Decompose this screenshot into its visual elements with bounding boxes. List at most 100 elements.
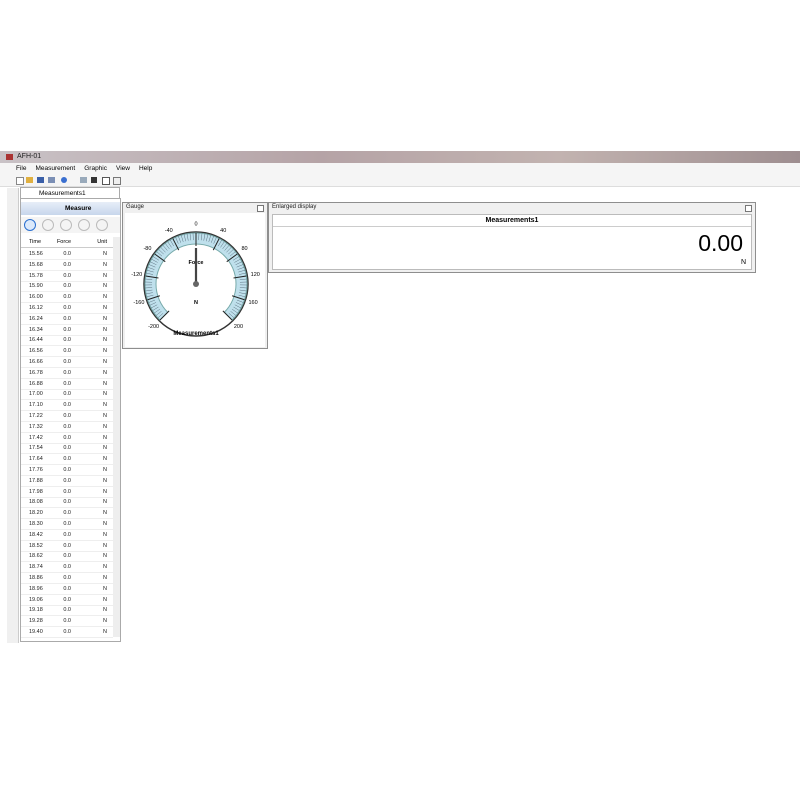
play-button[interactable] (24, 219, 36, 231)
table-row: 17.22 0.0 N (21, 411, 113, 422)
table-row: 19.28 0.0 N (21, 616, 113, 628)
table-cell: 19.06 (29, 596, 43, 603)
reset-button[interactable] (96, 219, 108, 231)
table-cell: 0.0 (63, 380, 71, 387)
menu-item[interactable]: View (116, 165, 130, 172)
window-button[interactable] (257, 205, 264, 212)
gauge-tick-label: 200 (234, 324, 243, 330)
table-cell: 18.96 (29, 585, 43, 592)
minor-tick (151, 258, 158, 263)
table-cell: N (103, 531, 107, 538)
table-cell: N (103, 629, 107, 635)
minor-tick (239, 289, 247, 292)
tab[interactable]: Measurements1 (20, 187, 120, 198)
table-row: 15.68 0.0 N (21, 260, 113, 271)
table-cell: N (103, 272, 107, 279)
table-cell: N (103, 585, 107, 592)
window-title: AFH-01 (17, 153, 42, 160)
table-cell: 16.34 (29, 326, 43, 333)
table-cell: N (103, 337, 107, 344)
minor-tick (146, 272, 154, 275)
minor-tick (224, 245, 230, 251)
table-cell: 18.62 (29, 553, 43, 560)
scrollbar[interactable] (113, 237, 120, 637)
tool-icon[interactable] (102, 177, 110, 185)
table-cell: 0.0 (63, 294, 71, 301)
table-cell: 0.0 (63, 618, 71, 625)
table-cell: 0.0 (63, 402, 71, 409)
tool-icon[interactable] (48, 177, 55, 183)
table-cell: 18.42 (29, 531, 43, 538)
tool-icon[interactable] (16, 177, 24, 185)
table-cell: 0.0 (63, 315, 71, 322)
major-tick (231, 295, 245, 301)
table-row: 16.66 0.0 N (21, 357, 113, 368)
table-row: 19.18 0.0 N (21, 605, 113, 617)
table-cell: N (103, 380, 107, 387)
minor-tick (154, 308, 161, 314)
table-row: 16.00 0.0 N (21, 292, 113, 304)
table-cell: 17.10 (29, 402, 43, 409)
minor-tick (167, 241, 172, 248)
measure-label[interactable]: Measure (65, 205, 92, 212)
enlarged-window: Enlarged display Measurements1 0.00 N (268, 202, 756, 273)
minor-tick (158, 249, 164, 255)
table-cell: 0.0 (63, 272, 71, 279)
minor-tick (160, 247, 166, 253)
tool-icon[interactable] (113, 177, 121, 185)
tool-icon[interactable] (26, 177, 33, 183)
measurement-panel: Measure Time Force Unit 15.56 0.0 N 15.68 0.0 N… (20, 198, 121, 642)
table-cell: N (103, 391, 107, 398)
menu-item[interactable]: Help (138, 165, 153, 172)
table-cell: 16.24 (29, 315, 43, 322)
table-row: 17.76 0.0 N (21, 465, 113, 476)
table-cell: 0.0 (63, 585, 71, 592)
table-row: 18.62 0.0 N (21, 551, 113, 563)
table-cell: 0.0 (63, 510, 71, 517)
minor-tick (203, 233, 206, 241)
major-tick (222, 310, 233, 321)
tool-icon[interactable] (61, 177, 67, 183)
table-cell: N (103, 510, 107, 517)
table-cell: N (103, 359, 107, 365)
menu-item[interactable]: File (16, 165, 27, 172)
table-cell: 0.0 (63, 326, 71, 333)
menu-item[interactable]: Measurement (35, 165, 76, 172)
table-row: 18.08 0.0 N (21, 497, 113, 509)
tool-icon[interactable] (91, 177, 97, 183)
table-row: 18.30 0.0 N (21, 519, 113, 530)
table-cell: 0.0 (63, 423, 71, 430)
major-tick (172, 238, 180, 251)
table-cell: 0.0 (63, 607, 71, 614)
gauge-tick-label: -80 (143, 246, 151, 252)
hold-button[interactable] (78, 219, 90, 231)
table-cell: 0.0 (63, 575, 71, 581)
pause-button[interactable] (42, 219, 54, 231)
table-cell: 15.56 (29, 251, 43, 257)
table-cell: 0.0 (63, 488, 71, 495)
menu-item[interactable]: Graphic (84, 165, 107, 172)
table-cell: N (103, 542, 107, 549)
minor-tick (156, 251, 163, 257)
display-header: Measurements1 (273, 215, 751, 227)
table-cell: 0.0 (63, 413, 71, 419)
tool-icon[interactable] (37, 177, 44, 183)
minor-tick (145, 289, 153, 292)
minor-tick (148, 299, 156, 303)
minor-tick (235, 302, 243, 306)
tool-icon[interactable] (80, 177, 87, 183)
table-cell: 19.40 (29, 629, 43, 635)
minor-tick (170, 239, 174, 247)
window-button[interactable] (745, 205, 752, 212)
measure-bar: Measure (21, 202, 120, 215)
enlarged-title: Enlarged display (272, 204, 317, 210)
table-cell: 0.0 (63, 261, 71, 268)
table-row: 17.98 0.0 N (21, 487, 113, 498)
stop-button[interactable] (60, 219, 72, 231)
minor-tick (178, 236, 181, 243)
minor-tick (145, 287, 153, 289)
table-row: 17.10 0.0 N (21, 400, 113, 412)
minor-tick (234, 258, 241, 263)
gauge-tick-label: 40 (220, 228, 226, 234)
table-row: 15.56 0.0 N (21, 249, 113, 260)
